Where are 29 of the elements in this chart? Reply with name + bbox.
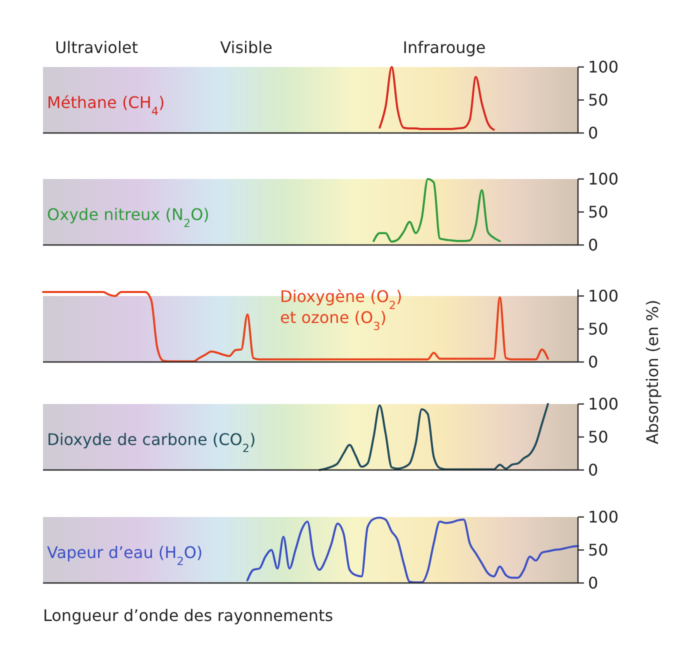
y-axis-title: Absorption (en %) [643, 300, 662, 444]
text: Ultraviolet [54, 38, 138, 57]
line-series [246, 516, 579, 584]
y-tick-label: 50 [588, 540, 608, 560]
text: Dioxyde de carbone (CO$_{2}$) [47, 430, 256, 454]
y-tick-label: 100 [588, 394, 619, 414]
y-tick-label: 0 [588, 236, 598, 255]
y-tick-label: 0 [588, 352, 598, 372]
y-tick-label: 100 [588, 58, 619, 77]
y-tick-label: 100 [588, 508, 619, 527]
y-tick-label: 100 [588, 170, 619, 189]
text: Oxyde nitreux (N$_{2}$O) [47, 205, 210, 230]
line-series [378, 66, 495, 131]
y-tick-label: 0 [588, 124, 598, 143]
y-tick-label: 0 [588, 460, 598, 480]
text: Méthane (CH$_{4}$) [47, 93, 165, 118]
x-axis-title: Longueur d’onde des rayonnements [43, 606, 334, 625]
y-tick-label: 50 [588, 428, 608, 447]
text: Infrarouge [402, 38, 486, 57]
text: Vapeur d’eau (H$_{2}$O) [47, 543, 203, 568]
y-tick-label: 50 [588, 202, 608, 222]
y-tick-label: 50 [588, 320, 608, 339]
y-tick-label: 50 [588, 90, 608, 110]
text: Visible [220, 38, 272, 57]
line-series [318, 403, 549, 471]
line-series [372, 178, 501, 243]
text: Dioxygène (O$_{2}$) et ozone (O$_{3}$) [280, 287, 402, 332]
y-tick-label: 100 [588, 286, 619, 306]
y-tick-label: 0 [588, 574, 598, 593]
